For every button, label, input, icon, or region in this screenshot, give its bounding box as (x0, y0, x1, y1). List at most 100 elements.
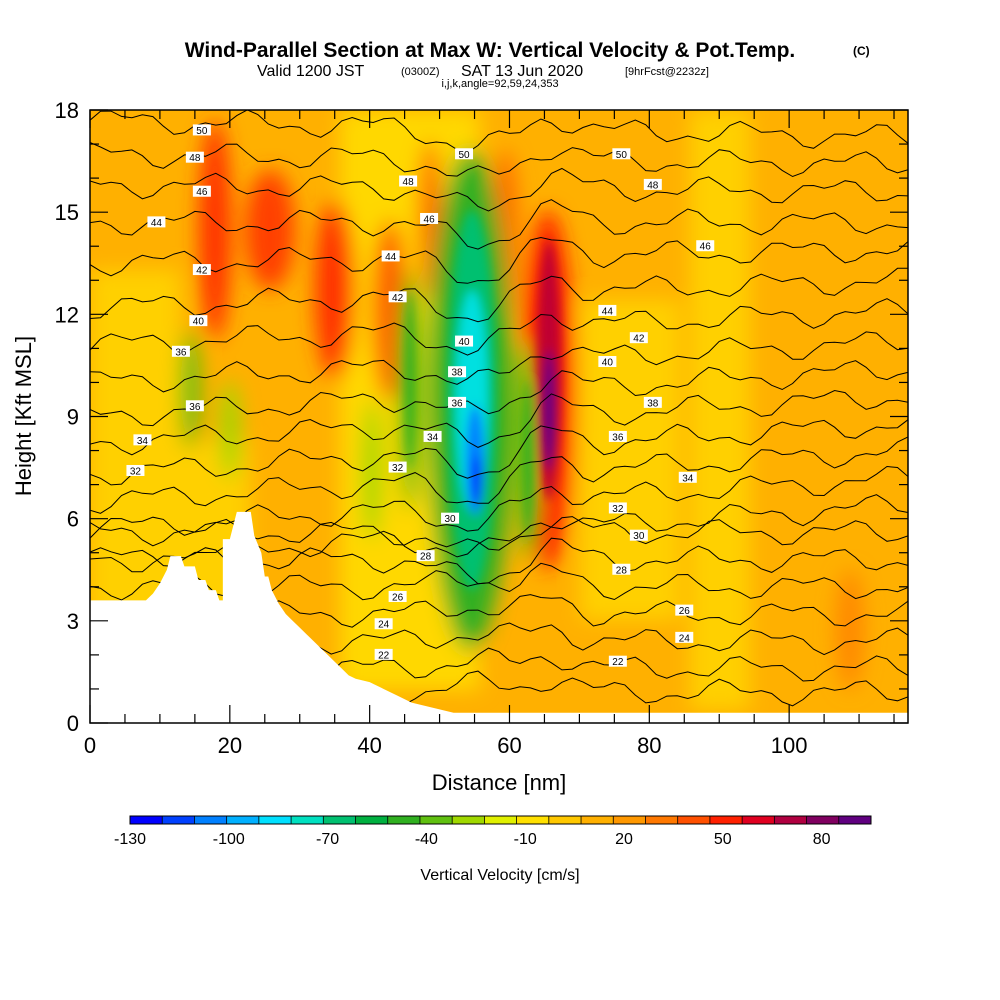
contour-label: 32 (608, 502, 627, 515)
colorbar-tick-label: 80 (813, 831, 831, 848)
contour-label: 44 (381, 250, 400, 263)
contour-label-text: 48 (647, 180, 659, 191)
contour-label-text: 32 (130, 466, 142, 477)
colorbar-tick-label: -100 (213, 831, 245, 848)
contour-label: 40 (455, 335, 474, 348)
contour-label-box (608, 430, 627, 442)
contour-label-text: 38 (451, 368, 463, 379)
updraft-core (836, 570, 864, 690)
colorbar-tick-label: -130 (114, 831, 146, 848)
contour-label-box (189, 315, 208, 327)
x-tick-label: 100 (771, 733, 808, 758)
contour-label-box (608, 655, 627, 667)
contour-label-box (126, 464, 145, 476)
contour-label-text: 36 (451, 398, 463, 409)
contour-label-box (643, 396, 662, 408)
contour-label: 36 (171, 345, 190, 358)
y-axis-tick-labels: 0 3 6 9 12 15 18 (55, 98, 79, 736)
downdraft-secondary (523, 380, 533, 540)
contour-label-text: 32 (612, 504, 624, 515)
contour-label: 42 (629, 332, 648, 345)
contour-label-text: 46 (700, 242, 712, 253)
contour-label: 50 (612, 148, 631, 161)
contour-label: 28 (416, 550, 435, 563)
contour-label-text: 36 (612, 432, 624, 443)
chart-title: Wind-Parallel Section at Max W: Vertical… (185, 39, 796, 62)
theta-contour-line (90, 436, 908, 514)
x-axis-tick-labels: 0 20 40 60 80 100 (84, 733, 808, 758)
plot-area: 50 48 46 44 42 40 36 36 34 32 50 48 46 44 42 40 38 36 34 32… (90, 110, 908, 723)
downdraft-secondary (405, 290, 415, 470)
grid-indices: i,j,k,angle=92,59,24,353 (441, 78, 558, 90)
contour-label-box (675, 631, 694, 643)
contour-label-text: 40 (193, 317, 205, 328)
contour-label-box (455, 148, 474, 160)
contour-label-box (147, 216, 166, 228)
colorbar-swatch (387, 816, 421, 824)
theta-contour-line (90, 110, 908, 154)
x-axis-label: Distance [nm] (432, 770, 567, 795)
contour-label-box (171, 345, 190, 357)
contour-label-box (448, 366, 467, 378)
colorbar-swatch (226, 816, 260, 824)
contour-label-text: 44 (602, 306, 614, 317)
theta-contour-line (90, 516, 908, 551)
contour-labels: 50 48 46 44 42 40 36 36 34 32 50 48 46 44 42 40 38 36 34 32… (126, 124, 715, 668)
colorbar-swatch (162, 816, 195, 824)
contour-label-box (388, 590, 407, 602)
updraft-core (199, 120, 231, 340)
contour-label-text: 50 (616, 150, 628, 161)
contour-label-box (420, 212, 439, 224)
theta-contour-line (90, 465, 908, 539)
contour-label-text: 30 (444, 514, 456, 525)
contour-label: 30 (441, 512, 460, 525)
colorbar (129, 815, 872, 825)
y-tick-label: 0 (67, 711, 79, 736)
contour-label-text: 28 (616, 565, 628, 576)
copyright-mark: (C) (853, 44, 870, 58)
contour-label-text: 26 (392, 592, 404, 603)
updraft-core (315, 200, 355, 380)
contour-label: 24 (675, 631, 694, 644)
colorbar-swatch (581, 816, 614, 824)
contour-label: 26 (388, 590, 407, 603)
contour-label: 36 (608, 430, 627, 443)
colorbar-tick-label: -10 (514, 831, 537, 848)
contour-label: 48 (399, 175, 418, 188)
contour-label: 48 (185, 151, 204, 164)
contour-label: 44 (598, 304, 617, 317)
contour-label-text: 42 (392, 293, 404, 304)
downdraft-core (180, 330, 200, 450)
contour-label-text: 46 (424, 214, 436, 225)
x-tick-label: 20 (218, 733, 242, 758)
contour-label-box (381, 250, 400, 262)
colorbar-swatch (677, 816, 711, 824)
contour-label: 46 (192, 185, 211, 198)
contour-label: 38 (448, 366, 467, 379)
colorbar-tick-labels: -130 -100 -70 -40 -10 20 50 80 (114, 831, 831, 848)
colorbar-tick-label: 50 (714, 831, 732, 848)
contour-label-box (608, 502, 627, 514)
contour-label-box (629, 332, 648, 344)
contour-label: 34 (133, 434, 152, 447)
colorbar-tick-label: -40 (415, 831, 438, 848)
velocity-field-region-yellow (690, 110, 750, 710)
contour-label-text: 44 (151, 218, 163, 229)
y-tick-label: 15 (55, 200, 79, 225)
contour-label-box (388, 291, 407, 303)
colorbar-swatch (645, 816, 678, 824)
contour-label: 36 (185, 400, 204, 413)
colorbar-swatch (548, 816, 582, 824)
axis-ticks (89, 109, 908, 724)
contour-label: 46 (420, 212, 439, 225)
contour-label-box (678, 471, 697, 483)
contour-label-text: 36 (189, 402, 201, 413)
contour-label-text: 46 (196, 187, 208, 198)
contour-label: 40 (598, 356, 617, 369)
colorbar-swatch (258, 816, 292, 824)
contour-label-box (192, 185, 211, 197)
contour-label-text: 34 (427, 432, 439, 443)
contour-label: 42 (388, 291, 407, 304)
contour-label-text: 24 (679, 633, 691, 644)
contour-label-box (374, 618, 393, 630)
